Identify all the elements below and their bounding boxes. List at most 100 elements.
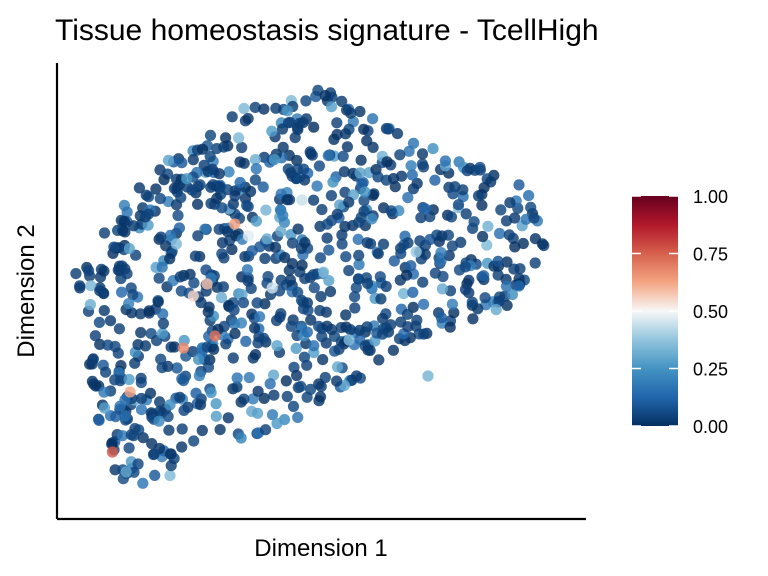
data-point xyxy=(218,252,230,264)
data-point xyxy=(200,264,212,276)
data-point xyxy=(374,271,386,283)
data-point xyxy=(401,308,414,320)
data-point xyxy=(119,226,131,238)
data-point xyxy=(227,352,239,364)
data-point xyxy=(325,101,338,113)
data-point xyxy=(341,104,353,116)
data-point xyxy=(459,283,472,296)
data-point xyxy=(328,133,340,145)
data-point xyxy=(155,231,167,243)
colorbar-tick-label: 1.00 xyxy=(693,187,728,207)
data-point xyxy=(170,238,183,250)
data-point xyxy=(279,252,291,264)
data-point xyxy=(202,306,214,318)
data-point xyxy=(439,155,451,167)
data-point xyxy=(271,417,283,430)
data-point xyxy=(331,375,343,387)
data-point xyxy=(242,201,254,213)
data-point xyxy=(209,330,221,342)
data-point xyxy=(448,307,460,319)
data-point xyxy=(176,441,188,453)
data-point xyxy=(349,291,361,303)
data-point xyxy=(361,321,373,333)
data-point xyxy=(235,432,247,444)
data-point xyxy=(352,233,364,245)
data-point xyxy=(250,163,262,175)
data-point xyxy=(277,209,289,221)
data-point xyxy=(249,322,261,334)
colorbar-ticks: 1.00 0.75 0.50 0.25 0.00 xyxy=(632,187,728,437)
data-point xyxy=(231,372,243,384)
data-point xyxy=(427,143,439,155)
data-point xyxy=(132,339,144,351)
data-point xyxy=(234,176,246,189)
data-point xyxy=(377,238,390,250)
data-point xyxy=(411,314,423,326)
data-point xyxy=(307,269,319,281)
data-point xyxy=(353,258,365,271)
colorbar-tick-label: 0.00 xyxy=(693,417,728,437)
colorbar-tick-label: 0.75 xyxy=(693,245,728,265)
data-point xyxy=(285,167,297,179)
data-point xyxy=(270,102,282,114)
data-point xyxy=(406,169,418,181)
data-point xyxy=(416,148,429,160)
data-point xyxy=(258,103,270,115)
data-point xyxy=(398,288,410,300)
data-point xyxy=(477,230,489,243)
data-point xyxy=(133,182,145,194)
data-point xyxy=(353,216,365,228)
data-point xyxy=(160,240,172,252)
data-point xyxy=(74,280,86,292)
data-point xyxy=(251,297,263,309)
data-point xyxy=(264,378,276,390)
data-point xyxy=(220,338,232,350)
data-point xyxy=(116,286,128,298)
data-point xyxy=(513,280,525,292)
data-point xyxy=(361,237,373,249)
data-point xyxy=(231,381,243,393)
data-point xyxy=(243,372,255,384)
data-point xyxy=(422,370,434,382)
data-point xyxy=(467,313,479,325)
data-point xyxy=(94,285,106,297)
data-point xyxy=(275,225,287,237)
data-point xyxy=(444,321,456,333)
data-point xyxy=(93,414,105,426)
data-point xyxy=(417,161,430,173)
data-point xyxy=(506,289,518,301)
data-point xyxy=(196,143,209,155)
data-point xyxy=(157,317,169,330)
data-point xyxy=(468,216,480,228)
data-point xyxy=(140,189,152,201)
data-point xyxy=(407,286,419,298)
data-point xyxy=(198,159,210,171)
data-point xyxy=(249,349,262,361)
data-point xyxy=(177,342,189,354)
data-point xyxy=(176,423,188,435)
data-point xyxy=(305,148,317,160)
data-point xyxy=(523,190,535,202)
data-point xyxy=(339,186,351,198)
data-point xyxy=(178,404,190,416)
data-point xyxy=(389,181,401,193)
data-point xyxy=(171,362,183,374)
colorbar-tick-label: 0.25 xyxy=(693,360,728,380)
data-point xyxy=(162,410,174,423)
data-point xyxy=(472,190,485,202)
data-point xyxy=(401,269,413,281)
data-point xyxy=(308,194,320,206)
data-point xyxy=(482,220,494,232)
data-point xyxy=(299,174,311,186)
data-point xyxy=(155,353,167,365)
data-point xyxy=(291,369,303,382)
data-point xyxy=(414,235,426,247)
data-point xyxy=(135,392,148,405)
data-point xyxy=(175,285,187,297)
data-point xyxy=(268,389,280,401)
data-point xyxy=(316,331,328,343)
data-point xyxy=(350,370,363,382)
data-point xyxy=(129,357,141,369)
data-point xyxy=(154,405,166,417)
data-point xyxy=(223,166,235,178)
